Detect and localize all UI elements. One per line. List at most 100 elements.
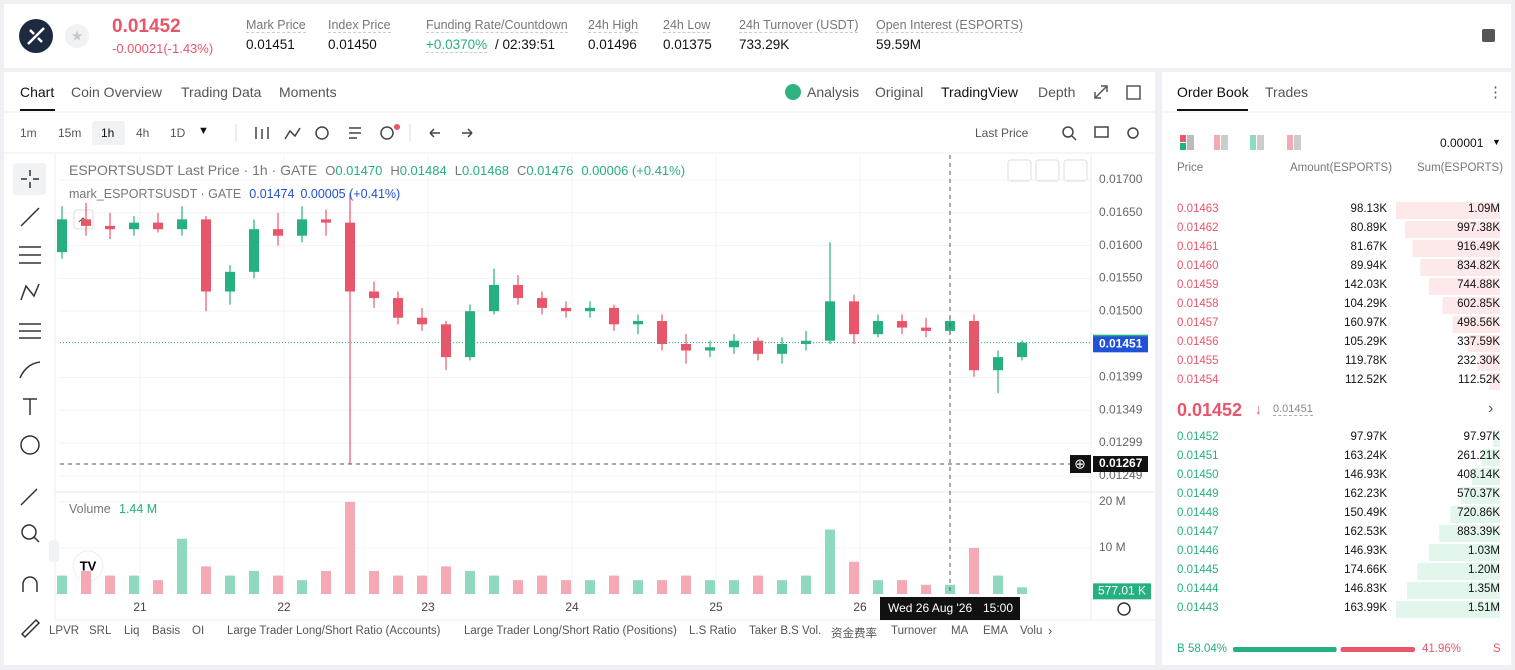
volume-bar: [153, 580, 163, 594]
tab[interactable]: Trading Data: [181, 84, 262, 100]
favorite[interactable]: [65, 24, 89, 48]
book-price[interactable]: 0.01451: [1177, 450, 1219, 462]
book-amount: 150.49K: [1344, 507, 1387, 519]
pane-handle[interactable]: [49, 540, 59, 562]
book-price[interactable]: 0.01455: [1177, 355, 1219, 367]
y-tick-label: 0.01399: [1099, 370, 1143, 384]
book-sum: 112.52K: [1458, 374, 1500, 386]
precision-menu[interactable]: ▼: [1492, 137, 1501, 147]
indicator[interactable]: Taker B.S Vol.: [749, 625, 822, 637]
book-price[interactable]: 0.01458: [1177, 298, 1219, 310]
depth-bar: [1493, 430, 1500, 447]
candle-body: [753, 340, 763, 354]
indicator[interactable]: Large Trader Long/Short Ratio (Accounts): [227, 625, 441, 637]
book-sum: 834.82K: [1457, 260, 1500, 272]
book-sum: 232.30K: [1457, 355, 1500, 367]
settings-icon[interactable]: [1117, 602, 1131, 616]
mark-value: 0.01474: [249, 187, 295, 201]
volume-title: Volume: [69, 502, 111, 516]
price-change: -0.00021(-1.43%): [112, 41, 214, 56]
book-amount: 97.97K: [1350, 431, 1387, 443]
interval[interactable]: 4h: [136, 126, 150, 140]
y-tick-label: 0.01299: [1099, 435, 1143, 449]
book-price[interactable]: 0.01463: [1177, 203, 1219, 215]
volume-bar: [657, 580, 667, 594]
indicator[interactable]: LPVR: [49, 625, 80, 637]
price-source[interactable]: Last Price: [975, 126, 1029, 140]
book-price[interactable]: 0.01456: [1177, 336, 1219, 348]
interval[interactable]: 15m: [58, 126, 82, 140]
tab[interactable]: Moments: [279, 84, 337, 100]
volume-bar: [777, 580, 787, 594]
book-tab[interactable]: Order Book: [1177, 84, 1249, 100]
book-price[interactable]: 0.01457: [1177, 317, 1219, 329]
indicator-more[interactable]: ›: [1048, 623, 1053, 638]
indicator[interactable]: 资金费率: [831, 628, 877, 640]
book-price[interactable]: 0.01443: [1177, 602, 1219, 614]
book-price[interactable]: 0.01447: [1177, 526, 1219, 538]
book-price[interactable]: 0.01445: [1177, 564, 1219, 576]
book-price[interactable]: 0.01449: [1177, 488, 1219, 500]
indicator[interactable]: Liq: [124, 625, 140, 637]
book-sum: 1.51M: [1468, 602, 1500, 614]
book-price[interactable]: 0.01446: [1177, 545, 1219, 557]
last-price: 0.01452: [112, 16, 181, 37]
precision[interactable]: 0.00001: [1440, 136, 1484, 150]
book-price[interactable]: 0.01462: [1177, 222, 1219, 234]
book-amount: 89.94K: [1350, 260, 1387, 272]
candle-body: [225, 271, 235, 292]
indicator[interactable]: L.S Ratio: [689, 625, 737, 637]
book-amount: 119.78K: [1345, 355, 1387, 367]
indicator[interactable]: MA: [951, 625, 969, 637]
indicator[interactable]: Large Trader Long/Short Ratio (Positions…: [464, 625, 677, 637]
candle-body: [297, 219, 307, 236]
stat-label: Index Price: [328, 18, 391, 33]
interval[interactable]: 1h: [101, 126, 115, 140]
tab[interactable]: Chart: [20, 84, 55, 100]
mid-more[interactable]: ›: [1488, 400, 1494, 417]
candle-body: [609, 307, 619, 325]
book-mode-icons[interactable]: [1180, 135, 1301, 150]
chart-buttons[interactable]: [1007, 159, 1088, 182]
volume-bar: [129, 575, 139, 594]
window-icon[interactable]: [1126, 85, 1141, 100]
indicator[interactable]: SRL: [89, 625, 112, 637]
candle-body: [561, 307, 571, 312]
book-price[interactable]: 0.01461: [1177, 241, 1219, 253]
book-tab[interactable]: Trades: [1265, 84, 1309, 100]
mid-mark: 0.01451: [1273, 403, 1313, 416]
view-option[interactable]: TradingView: [941, 84, 1019, 100]
candle-body: [417, 317, 427, 325]
interval[interactable]: 1m: [20, 126, 37, 140]
book-price[interactable]: 0.01448: [1177, 507, 1219, 519]
book-price[interactable]: 0.01459: [1177, 279, 1219, 291]
ohlc-key: H: [390, 163, 400, 178]
indicator[interactable]: EMA: [983, 625, 1008, 637]
book-sum: 720.86K: [1457, 507, 1500, 519]
depth-bar: [1396, 202, 1500, 219]
view-option[interactable]: Original: [875, 84, 924, 100]
view-option[interactable]: Analysis: [807, 84, 860, 100]
header-icon[interactable]: [1482, 29, 1495, 42]
tab[interactable]: Coin Overview: [71, 84, 163, 100]
expand-icon[interactable]: [1094, 85, 1108, 99]
view-option[interactable]: Depth: [1038, 84, 1076, 100]
volume-bar: [801, 575, 811, 594]
book-price[interactable]: 0.01450: [1177, 469, 1219, 481]
indicator[interactable]: Volu: [1020, 625, 1043, 637]
interval[interactable]: 1D: [170, 126, 186, 140]
interval-menu[interactable]: ▼: [198, 125, 209, 137]
mark-change: 0.00005 (+0.41%): [300, 187, 401, 201]
book-price[interactable]: 0.01452: [1177, 431, 1219, 443]
candle-body: [537, 298, 547, 308]
indicator[interactable]: Turnover: [891, 625, 937, 637]
book-price[interactable]: 0.01460: [1177, 260, 1219, 272]
indicator[interactable]: OI: [192, 625, 205, 637]
book-price[interactable]: 0.01454: [1177, 374, 1219, 386]
indicator[interactable]: Basis: [152, 625, 181, 637]
stat-value: 0.01451: [246, 37, 295, 52]
candle-body: [153, 222, 163, 230]
book-price[interactable]: 0.01444: [1177, 583, 1219, 595]
book-menu[interactable]: ⋮: [1488, 84, 1503, 101]
tool-active[interactable]: [13, 163, 46, 195]
